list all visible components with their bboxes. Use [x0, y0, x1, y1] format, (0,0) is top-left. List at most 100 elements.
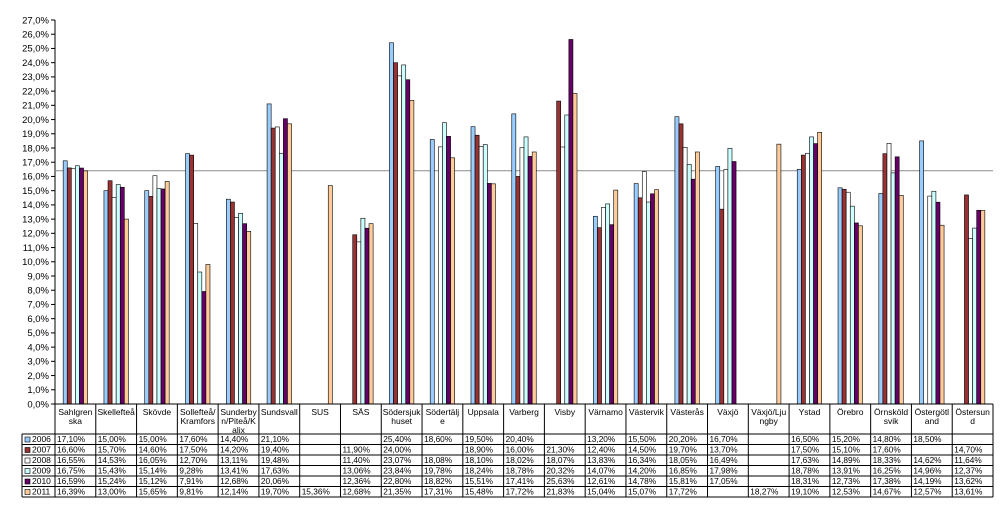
data-label: 16,59%	[57, 476, 86, 486]
bar-2008-21	[927, 195, 933, 405]
bar-2006-0	[62, 160, 68, 405]
data-label: 16,34%	[628, 455, 657, 465]
y-tick-label: 4,0%	[27, 342, 49, 353]
category-label: e	[440, 416, 445, 426]
bar-2007-16	[719, 208, 725, 405]
data-label: 14,78%	[628, 476, 657, 486]
bar-2010-4	[242, 223, 247, 405]
category-label: ngby	[759, 416, 778, 426]
bar-2010-5	[283, 118, 288, 405]
bar-2011-3	[205, 264, 211, 405]
bar-2009-3	[197, 271, 203, 405]
bar-2011-10	[491, 183, 496, 405]
bar-2006-19	[837, 187, 843, 405]
data-label: 13,11%	[220, 455, 248, 465]
bar-2006-4	[225, 198, 231, 405]
bar-2009-20	[890, 172, 896, 405]
data-label: 20,20%	[669, 434, 698, 444]
bar-2011-20	[898, 195, 904, 405]
category-label: d	[970, 416, 975, 426]
bar-2008-19	[845, 191, 851, 405]
data-label: 18,02%	[506, 455, 535, 465]
data-label: 15,81%	[669, 476, 698, 486]
bar-2007-4	[230, 201, 235, 405]
bar-2006-21	[919, 140, 924, 405]
data-label: 16,39%	[57, 487, 86, 497]
data-label: 15,70%	[98, 445, 127, 455]
data-label: 16,05%	[139, 455, 168, 465]
data-label: 14,96%	[913, 466, 942, 476]
y-tick-label: 19,0%	[22, 129, 49, 140]
bar-2011-11	[531, 151, 537, 405]
data-label: 12,73%	[832, 476, 861, 486]
category-label: ska	[69, 416, 83, 426]
data-label: 13,00%	[98, 487, 127, 497]
bar-2008-7	[356, 241, 362, 405]
data-label: 15,43%	[98, 466, 127, 476]
data-label: 21,83%	[546, 487, 575, 497]
bar-2008-18	[805, 152, 810, 405]
data-label: 18,31%	[791, 476, 820, 486]
bar-2010-12	[568, 39, 574, 405]
data-label: 13,83%	[587, 455, 616, 465]
bar-2011-19	[858, 225, 863, 405]
data-label: 14,19%	[913, 476, 942, 486]
data-label: 13,20%	[587, 434, 616, 444]
bar-2010-16	[731, 161, 737, 405]
category-label: Växjö/Lju	[751, 407, 786, 417]
bar-2007-19	[841, 188, 847, 405]
data-label: 18,90%	[465, 445, 494, 455]
data-label: 23,07%	[383, 455, 412, 465]
bar-2007-2	[148, 196, 154, 405]
category-label: Varberg	[509, 407, 539, 417]
data-label: 12,36%	[342, 476, 371, 486]
data-label: 24,00%	[383, 445, 412, 455]
data-label: 16,85%	[669, 466, 698, 476]
bar-2006-1	[103, 190, 109, 405]
y-tick-label: 8,0%	[27, 286, 49, 297]
bar-2010-10	[486, 183, 492, 405]
data-label: 13,41%	[220, 466, 249, 476]
data-label: 16,55%	[57, 455, 86, 465]
bar-2010-9	[446, 136, 451, 405]
y-tick-label: 25,0%	[22, 44, 49, 55]
y-tick-label: 13,0%	[22, 214, 49, 225]
y-tick-label: 21,0%	[22, 101, 49, 112]
category-label: Sollefteå/	[180, 407, 216, 417]
category-label: Örnsköld	[874, 407, 908, 417]
category-label: Örebro	[837, 407, 864, 417]
bar-2008-2	[152, 175, 158, 405]
legend-label-2006: 2006	[32, 434, 51, 444]
bar-2011-22	[980, 210, 986, 405]
data-label: 16,70%	[710, 434, 739, 444]
bar-2011-13	[613, 189, 619, 405]
data-label: 14,20%	[220, 445, 249, 455]
data-label: 25,63%	[546, 476, 575, 486]
bar-2008-16	[723, 169, 729, 405]
bar-2008-11	[519, 147, 525, 405]
bar-2006-10	[470, 126, 476, 405]
data-label: 21,10%	[261, 434, 290, 444]
bar-2007-1	[107, 180, 113, 405]
bar-2008-0	[71, 168, 76, 405]
y-axis: 0,0% 1,0% 2,0% 3,0% 4,0% 5,0% 6,0% 7,0% 8,0% 9,0%…	[22, 15, 56, 410]
category-label: Sahlgren	[58, 407, 92, 417]
data-label: 12,61%	[587, 476, 616, 486]
bar-2007-12	[556, 100, 562, 405]
data-label: 16,50%	[791, 434, 820, 444]
data-label: 17,98%	[710, 466, 739, 476]
data-label: 20,32%	[546, 466, 575, 476]
category-label: Östergötl	[915, 407, 950, 417]
data-label: 14,07%	[587, 466, 616, 476]
bar-2008-15	[682, 146, 688, 405]
bar-2011-15	[694, 151, 700, 405]
data-label: 11,90%	[342, 445, 370, 455]
data-label: 15,14%	[139, 466, 168, 476]
data-label: 18,33%	[873, 455, 902, 465]
data-label: 23,84%	[383, 466, 412, 476]
legend-label-2011: 2011	[32, 487, 51, 497]
data-label: 17,05%	[710, 476, 739, 486]
category-label: Uppsala	[468, 407, 499, 417]
y-tick-label: 17,0%	[22, 158, 49, 169]
category-label: Värnamo	[588, 407, 623, 417]
